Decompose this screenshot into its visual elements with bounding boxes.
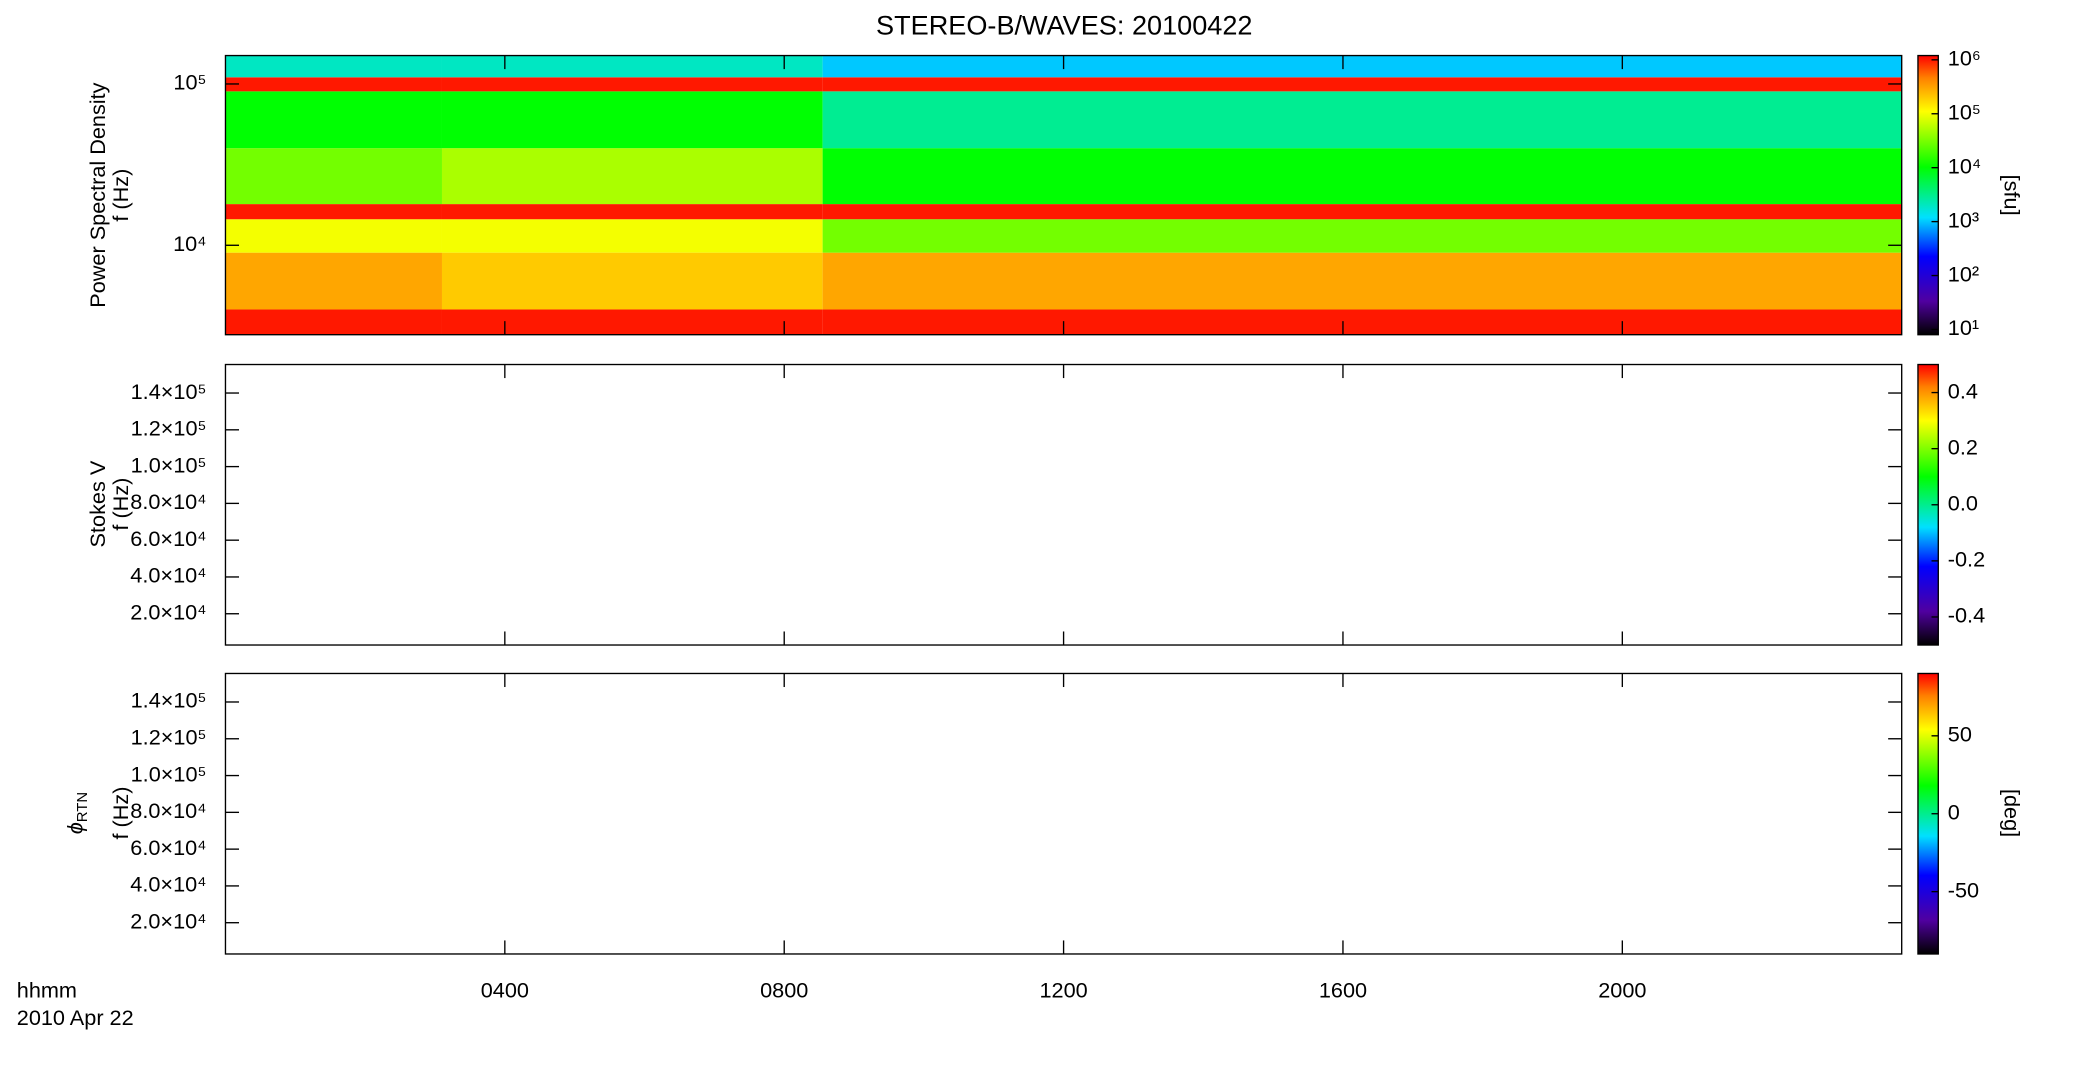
heatmap-cell <box>441 309 823 335</box>
y-tick-label: 2.0×10⁴ <box>130 908 206 933</box>
colorbar-label: [sfu] <box>1999 175 2024 216</box>
colorbar-tick-label: 10² <box>1948 261 1979 286</box>
colorbar-tick-label: 10⁶ <box>1948 46 1981 71</box>
colorbar-tick-label: 10⁴ <box>1948 153 1981 178</box>
colorbar-tick-label: 10⁵ <box>1948 99 1981 124</box>
colorbar-tick-label: 0.0 <box>1948 491 1978 516</box>
x-tick-label: 1600 <box>1319 978 1367 1003</box>
colorbar-tick-label: 0 <box>1948 799 1960 824</box>
y-tick-label: 6.0×10⁴ <box>130 835 206 860</box>
heatmap-cell <box>822 91 1902 149</box>
y-axis-label: Stokes V <box>85 460 110 547</box>
heatmap-cell <box>441 91 823 149</box>
colorbar <box>1917 54 1939 336</box>
chart-title: STEREO-B/WAVES: 20100422 <box>876 9 1252 40</box>
y-tick-label: 1.2×10⁵ <box>131 416 207 441</box>
heatmap-cell <box>822 55 1902 78</box>
heatmap-cell <box>225 204 442 220</box>
y-axis-label: ϕRTN <box>62 792 91 834</box>
colorbar-tick-label: 50 <box>1948 722 1972 747</box>
heatmap-cell <box>822 148 1902 205</box>
y-axis-subscript: RTN <box>75 792 91 822</box>
heatmap-cell <box>822 219 1902 253</box>
heatmap-cell <box>822 77 1902 92</box>
heatmap-cell <box>225 219 442 253</box>
heatmap-cell <box>441 55 823 78</box>
y-axis-label: Power Spectral Density <box>85 82 110 307</box>
heatmap-cell <box>822 204 1902 220</box>
heatmap-cell <box>441 148 823 205</box>
heatmap-cell <box>225 252 442 310</box>
y-tick-label: 1.0×10⁵ <box>131 452 207 477</box>
heatmap-cell <box>441 204 823 220</box>
y-tick-label: 8.0×10⁴ <box>130 489 206 514</box>
plot-frame <box>224 672 1903 955</box>
heatmap-cell <box>225 91 442 149</box>
x-tick-label: 1200 <box>1039 978 1087 1003</box>
y-axis-symbol: ϕ <box>62 822 87 834</box>
y-tick-label: 1.0×10⁵ <box>131 761 207 786</box>
heatmap-cell <box>225 77 442 92</box>
heatmap-cell <box>441 219 823 253</box>
colorbar-label: [deg] <box>1999 789 2024 837</box>
y-tick-label: 4.0×10⁴ <box>130 563 206 588</box>
heatmap-cell <box>225 309 442 335</box>
colorbar-tick-label: -0.4 <box>1948 603 1985 628</box>
y-axis-label: f (Hz) <box>108 169 133 222</box>
heatmap-cell <box>225 55 442 78</box>
y-tick-label: 10⁴ <box>173 231 206 256</box>
y-axis-label: f (Hz) <box>108 478 133 531</box>
colorbar-tick-label: 10³ <box>1948 207 1979 232</box>
y-tick-label: 1.4×10⁵ <box>131 379 207 404</box>
y-axis-label: f (Hz) <box>108 787 133 840</box>
y-tick-label: 1.4×10⁵ <box>131 688 207 713</box>
x-axis-label: 2010 Apr 22 <box>17 1005 134 1030</box>
x-tick-label: 0800 <box>760 978 808 1003</box>
plot-frame <box>224 363 1903 646</box>
y-tick-label: 2.0×10⁴ <box>130 599 206 624</box>
y-tick-label: 8.0×10⁴ <box>130 798 206 823</box>
colorbar-tick-label: 10¹ <box>1948 315 1979 340</box>
colorbar-tick-label: -50 <box>1948 877 1979 902</box>
y-tick-label: 1.2×10⁵ <box>131 725 207 750</box>
heatmap-cell <box>441 77 823 92</box>
heatmap-cell <box>441 252 823 310</box>
x-axis-label: hhmm <box>17 978 77 1003</box>
y-tick-label: 4.0×10⁴ <box>130 872 206 897</box>
y-tick-label: 6.0×10⁴ <box>130 526 206 551</box>
heatmap-cell <box>822 252 1902 310</box>
colorbar-tick-label: 0.4 <box>1948 378 1978 403</box>
y-tick-label: 10⁵ <box>173 70 206 95</box>
heatmap-cell <box>822 309 1902 335</box>
heatmap-cell <box>225 148 442 205</box>
colorbar-tick-label: 0.2 <box>1948 434 1978 459</box>
x-tick-label: 2000 <box>1598 978 1646 1003</box>
colorbar-tick-label: -0.2 <box>1948 547 1985 572</box>
x-tick-label: 0400 <box>481 978 529 1003</box>
